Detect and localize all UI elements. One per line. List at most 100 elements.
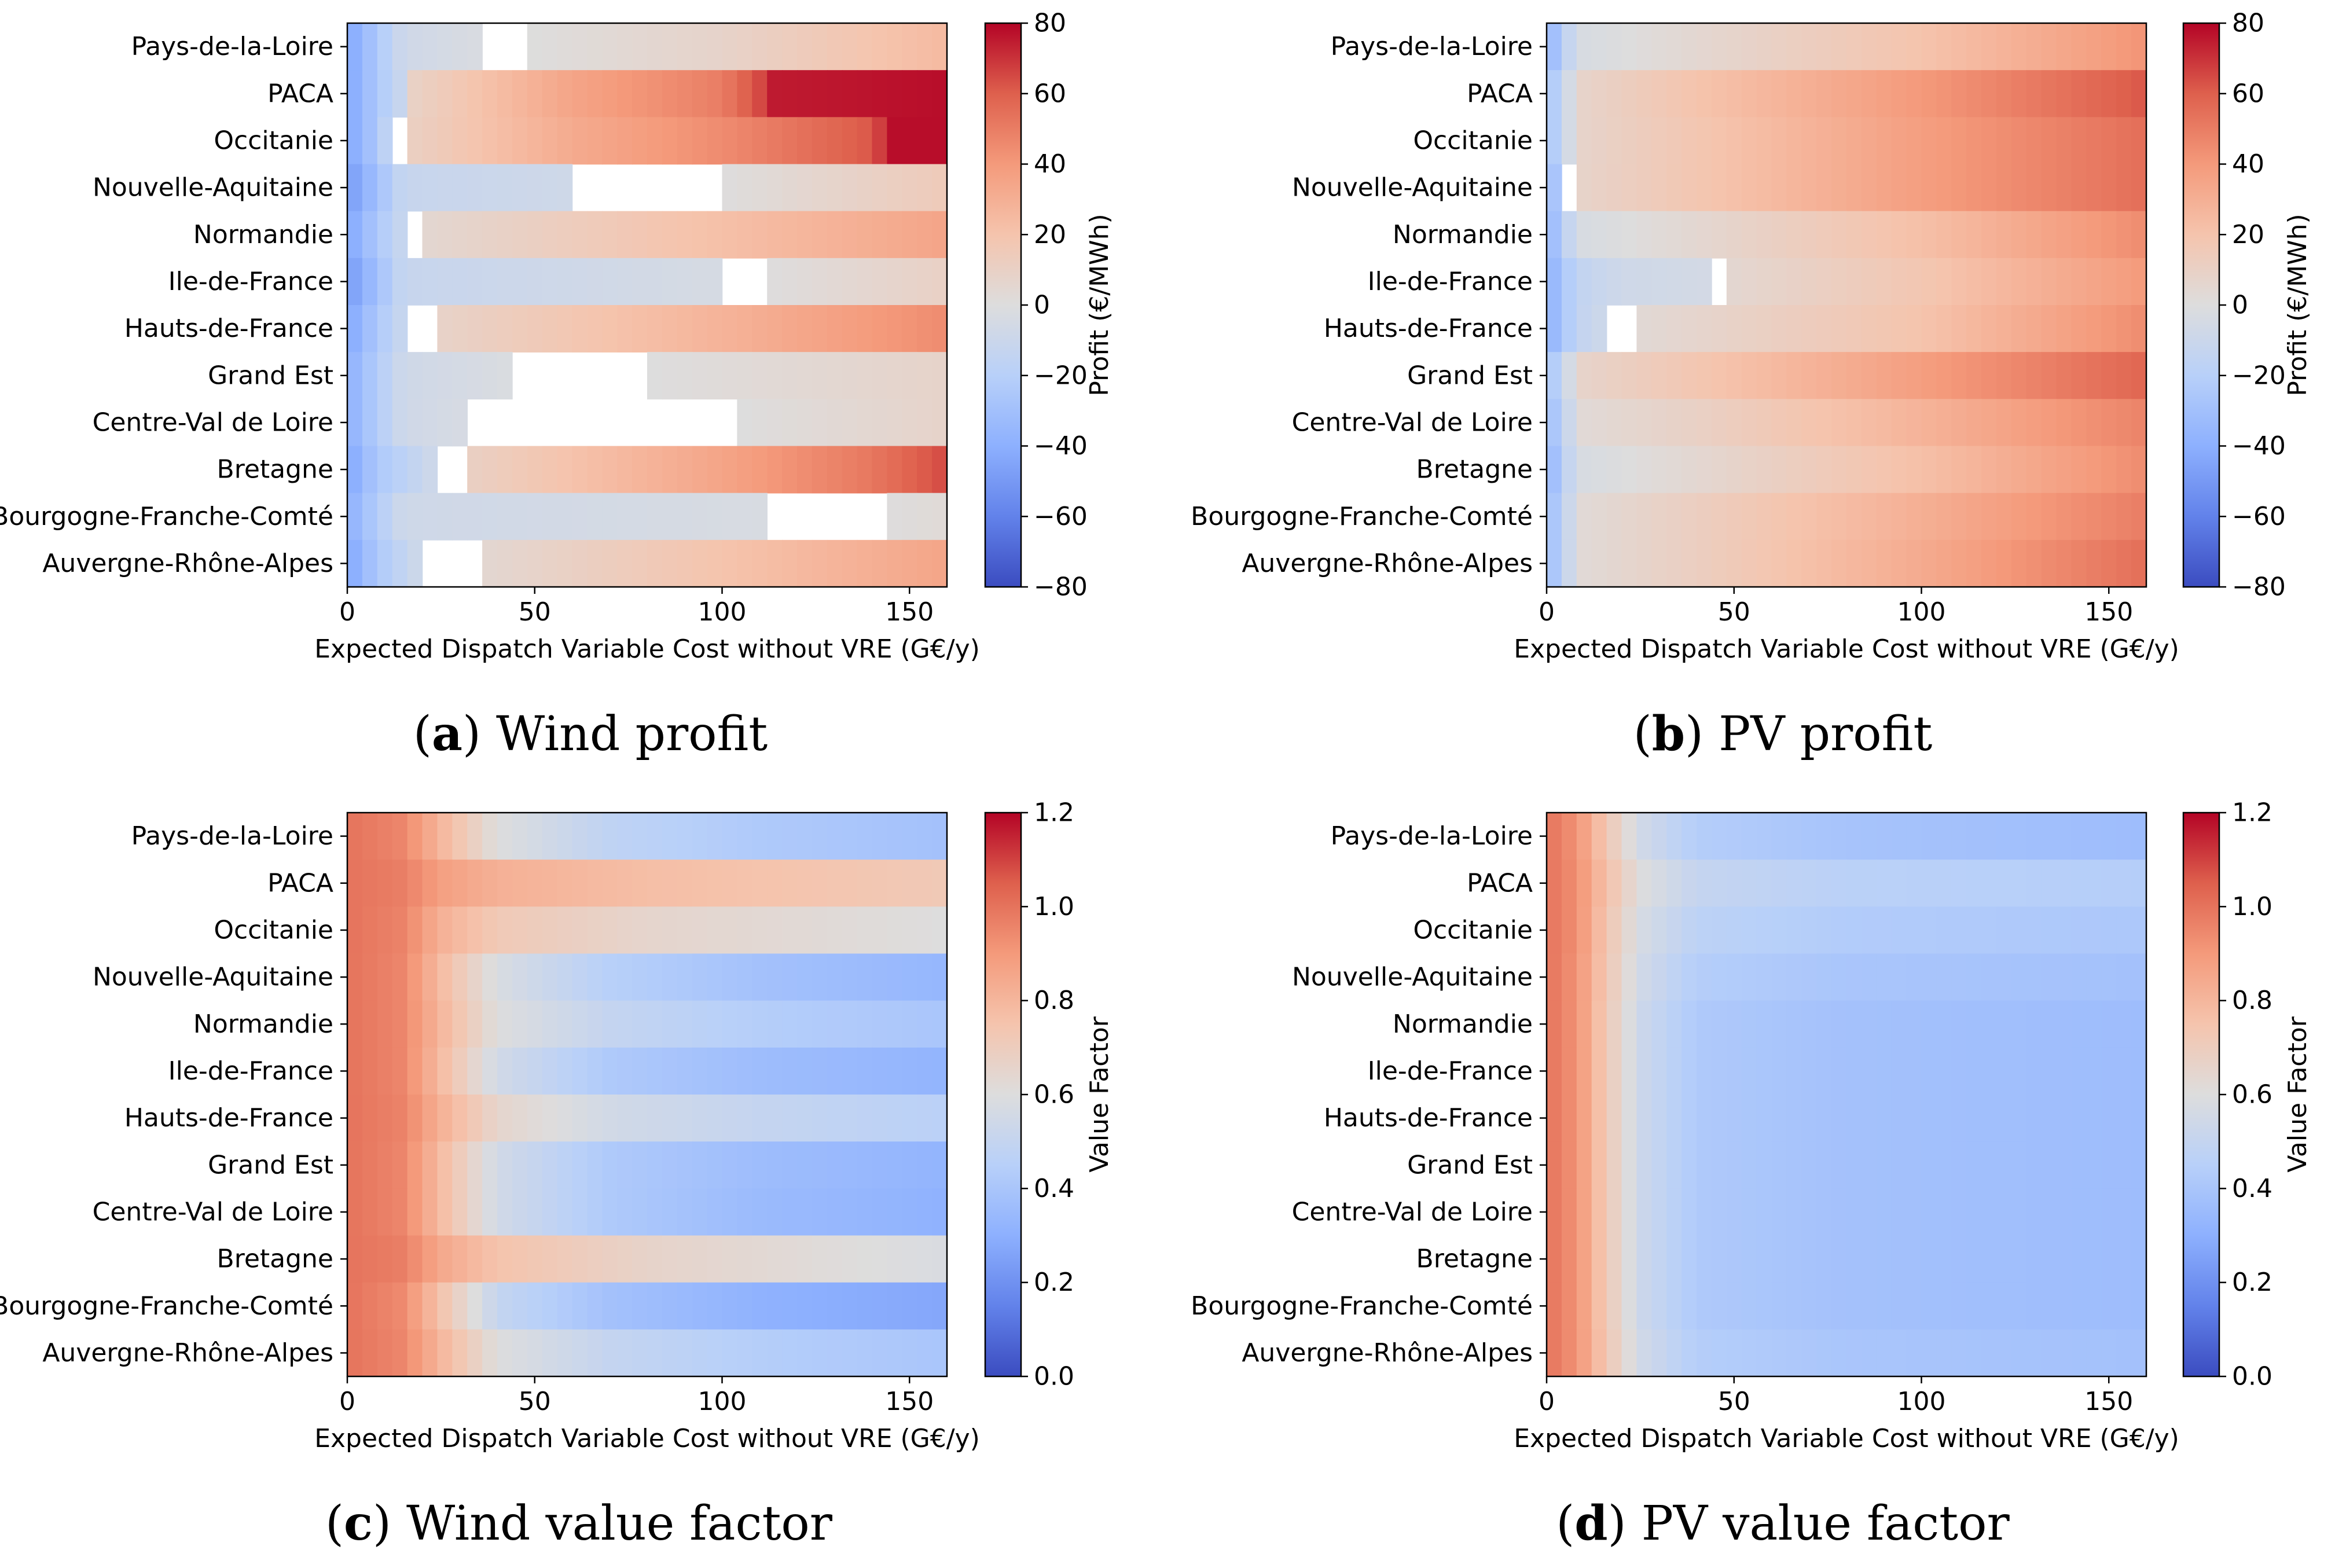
heatmap-cell xyxy=(1876,1188,1892,1236)
heatmap-cell xyxy=(872,1047,888,1095)
colorbar-tick-label: 40 xyxy=(2232,149,2264,179)
heatmap-cell xyxy=(752,117,768,165)
heatmap-cell xyxy=(347,70,363,118)
heatmap-cell xyxy=(437,258,453,306)
y-tick-label: Pays-de-la-Loire xyxy=(1331,821,1533,851)
heatmap-cell xyxy=(827,1282,843,1330)
colorbar-tick-label: 0 xyxy=(1034,291,1050,320)
heatmap-cell xyxy=(1891,1000,1907,1048)
heatmap-cell xyxy=(437,493,453,541)
heatmap-cell xyxy=(647,211,663,259)
heatmap-cell xyxy=(1786,399,1802,447)
heatmap-cell xyxy=(482,1282,498,1330)
heatmap-cell xyxy=(1591,117,1607,165)
heatmap-cell xyxy=(1561,1000,1577,1048)
heatmap-cell xyxy=(1756,70,1772,118)
heatmap-cell xyxy=(1801,1047,1817,1095)
heatmap-cell xyxy=(1651,399,1667,447)
heatmap-cell xyxy=(617,305,633,352)
plot-frame xyxy=(346,811,948,1378)
caption-close-paren: ) xyxy=(462,707,481,762)
heatmap-cell xyxy=(1996,953,2012,1001)
heatmap-cell xyxy=(1756,305,1772,352)
heatmap-cell xyxy=(782,23,798,71)
heatmap-cell xyxy=(1816,399,1832,447)
heatmap-cell xyxy=(2056,164,2072,212)
heatmap-cell xyxy=(1621,352,1638,400)
heatmap-cell xyxy=(887,1188,903,1236)
heatmap-cell xyxy=(1801,1000,1817,1048)
heatmap-cell xyxy=(2101,70,2117,118)
heatmap-cell xyxy=(1711,1141,1727,1189)
heatmap-cell xyxy=(1831,305,1847,352)
heatmap-cell xyxy=(917,70,932,118)
heatmap-cell xyxy=(377,1141,393,1189)
heatmap-cell xyxy=(2011,1329,2027,1377)
heatmap-cell xyxy=(1561,211,1577,259)
y-tick-label: PACA xyxy=(1467,868,1533,898)
x-tick-label: 0 xyxy=(1539,597,1555,627)
heatmap-cell xyxy=(2071,860,2087,908)
heatmap-cell xyxy=(1891,1282,1907,1330)
heatmap-cell xyxy=(887,906,903,954)
heatmap-cell xyxy=(707,539,723,587)
heatmap-cell xyxy=(587,1000,603,1048)
heatmap-cell xyxy=(722,493,738,541)
y-tick-label: Hauts-de-France xyxy=(1324,314,1533,343)
heatmap-cell xyxy=(647,23,663,71)
heatmap-cell xyxy=(1666,1282,1682,1330)
heatmap-cell xyxy=(842,305,858,352)
heatmap-cell xyxy=(1756,906,1772,954)
heatmap-cell xyxy=(542,23,558,71)
heatmap-cell xyxy=(392,399,408,447)
heatmap-cell xyxy=(722,539,738,587)
heatmap-cell xyxy=(707,117,723,165)
heatmap-cell xyxy=(542,539,558,587)
heatmap-cell xyxy=(1651,860,1667,908)
heatmap-cell xyxy=(572,446,588,494)
heatmap-cell xyxy=(872,399,888,447)
heatmap-cell xyxy=(2056,493,2072,541)
heatmap-cell xyxy=(2026,117,2042,165)
heatmap-cell xyxy=(1996,1329,2012,1377)
heatmap-cell xyxy=(482,258,498,306)
heatmap-cell xyxy=(902,1000,917,1048)
heatmap-cell xyxy=(1861,1188,1877,1236)
heatmap-cell xyxy=(572,1329,588,1377)
heatmap-cell xyxy=(2086,399,2102,447)
heatmap-cell xyxy=(1741,1141,1757,1189)
heatmap-cell xyxy=(437,305,453,352)
heatmap-cell xyxy=(1711,953,1727,1001)
y-tick-label: Grand Est xyxy=(1407,1150,1533,1180)
heatmap-cell xyxy=(692,953,708,1001)
heatmap-cell xyxy=(827,23,843,71)
heatmap-cell xyxy=(617,493,633,541)
heatmap-cell xyxy=(407,493,423,541)
heatmap-cell xyxy=(557,1141,573,1189)
heatmap-cell xyxy=(707,906,723,954)
heatmap-cell xyxy=(1801,1141,1817,1189)
heatmap-cell xyxy=(662,1095,678,1142)
heatmap-cell xyxy=(932,1235,948,1283)
heatmap-cell xyxy=(1876,493,1892,541)
heatmap-cell xyxy=(692,211,708,259)
heatmap-cell xyxy=(1682,1095,1697,1142)
heatmap-cell xyxy=(1741,164,1757,212)
heatmap-cell xyxy=(917,23,932,71)
heatmap-cell xyxy=(617,1095,633,1142)
heatmap-cell xyxy=(797,70,813,118)
heatmap-cell xyxy=(512,1188,528,1236)
heatmap-cell xyxy=(572,1095,588,1142)
heatmap-cell xyxy=(1981,860,1997,908)
heatmap-cell xyxy=(1951,446,1967,494)
heatmap-cell xyxy=(557,1047,573,1095)
heatmap-cell xyxy=(1846,539,1862,587)
heatmap-cell xyxy=(917,860,932,908)
heatmap-cell xyxy=(557,1235,573,1283)
heatmap-cell xyxy=(1576,813,1592,860)
heatmap-cell xyxy=(467,1235,483,1283)
caption-close-paren: ) xyxy=(1608,1496,1627,1551)
heatmap-cell xyxy=(392,164,408,212)
heatmap-cell xyxy=(1861,1141,1877,1189)
heatmap-cell xyxy=(377,352,393,400)
